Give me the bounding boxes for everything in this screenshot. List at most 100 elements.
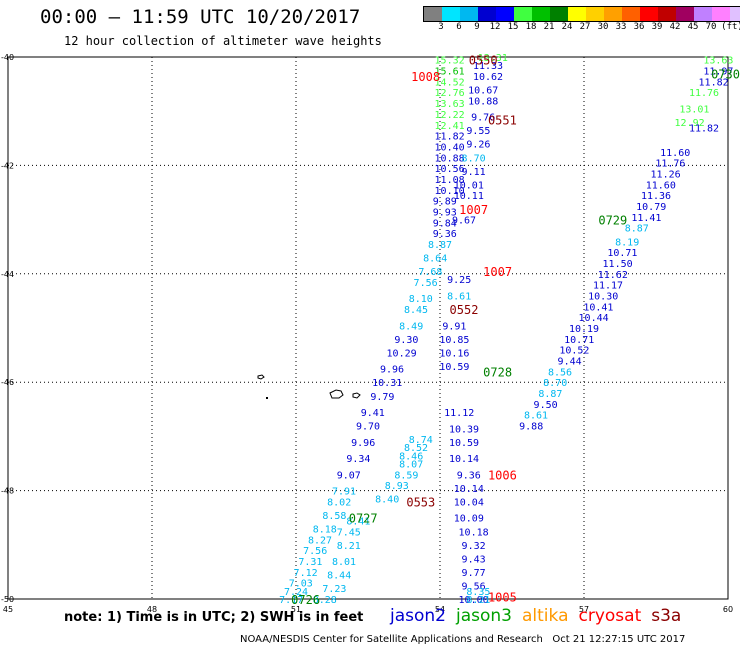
swh-label: 12.22 (435, 110, 465, 121)
axis-ticks: 45 48 51 54 57 60 -40 -42 -44 -46 -48 -50 (1, 53, 733, 614)
colorbar-swatch (712, 7, 730, 21)
swh-label: 9.26 (466, 140, 490, 151)
swh-label: 8.27 (308, 535, 332, 546)
swh-label: 10.16 (439, 348, 469, 359)
colorbar-swatch (442, 7, 460, 21)
swh-label: 8.41 (346, 516, 370, 527)
colorbar-label: 30 (597, 22, 609, 32)
swh-label: 10.59 (449, 438, 479, 449)
swh-label: 10.52 (559, 346, 589, 357)
swh-label: 8.10 (409, 294, 433, 305)
map-frame (7, 56, 729, 600)
island-crozet-east (352, 392, 361, 399)
swh-label: 9.76 (471, 113, 495, 124)
swh-label: 11.33 (473, 61, 503, 72)
lon-tick-label: 45 (3, 605, 13, 614)
swh-label: 10.40 (435, 142, 465, 153)
colorbar-swatch (622, 7, 640, 21)
swh-label: 8.46 (399, 451, 423, 462)
colorbar-swatch (568, 7, 586, 21)
lat-tick-label: -44 (1, 270, 14, 279)
swh-label: 10.18 (459, 527, 489, 538)
swh-label: 9.77 (462, 568, 486, 579)
swh-label: 9.70 (356, 422, 380, 433)
swh-label: 10.79 (636, 202, 666, 213)
swh-label: 8.52 (404, 443, 428, 454)
pass-id-label: 0730 (711, 67, 740, 81)
island-dot (266, 397, 268, 399)
swh-label: 14.52 (435, 77, 465, 88)
swh-label: 11.62 (598, 270, 628, 281)
swh-label: 9.89 (433, 197, 457, 208)
swh-label: 11.60 (646, 180, 676, 191)
colorbar-swatch (550, 7, 568, 21)
pass-labels: 0550 1008 0551 1007 1007 0552 0728 1006 0553 0727… (291, 54, 740, 607)
swh-label: 10.88 (435, 153, 465, 164)
colorbar-label: 39 (651, 22, 663, 32)
colorbar-label: (ft) (721, 22, 740, 32)
colorbar-label: 27 (579, 22, 591, 32)
swh-label: 15.32 (435, 56, 465, 67)
swh-label: 8.45 (404, 305, 428, 316)
swh-label: 7.03 (289, 579, 313, 590)
swh-label: 10.41 (583, 302, 613, 313)
swh-label: 9.36 (457, 470, 481, 481)
colorbar-label: 6 (456, 22, 462, 32)
swh-label: 8.44 (327, 571, 351, 582)
swh-label: 9.30 (394, 335, 418, 346)
swh-label: 9.32 (462, 541, 486, 552)
swh-label: 13.31 (478, 53, 508, 64)
swh-label: 8.74 (409, 435, 433, 446)
swh-label: 9.07 (337, 470, 361, 481)
swh-label: 10.10 (435, 186, 465, 197)
pass-id-label: 0728 (483, 365, 512, 379)
swh-label: 8.21 (466, 595, 490, 606)
swh-label: 10.59 (439, 362, 469, 373)
colorbar-label: 3 (438, 22, 444, 32)
swh-label: 10.14 (454, 484, 484, 495)
swh-label: 8.59 (394, 470, 418, 481)
swh-label: 10.31 (372, 378, 402, 389)
swh-label: 7.45 (337, 527, 361, 538)
island-outlines (257, 374, 361, 399)
pass-id-label: 1008 (411, 70, 440, 84)
colorbar-swatch (640, 7, 658, 21)
swh-label: 10.09 (454, 514, 484, 525)
swh-label: 11.82 (689, 123, 719, 134)
lat-tick-label: -40 (1, 53, 14, 62)
lon-tick-label: 48 (147, 605, 157, 614)
swh-labels: 15.3215.6114.5212.7613.6312.2212.4111.82… (279, 53, 733, 606)
swh-label: 8.87 (428, 240, 452, 251)
lon-tick-label: 51 (291, 605, 301, 614)
colorbar-swatch (478, 7, 496, 21)
swh-label: 10.62 (473, 72, 503, 83)
swh-label: 8.18 (313, 525, 337, 536)
swh-label: 8.61 (447, 291, 471, 302)
colorbar-label: 12 (489, 22, 501, 32)
lat-tick-label: -42 (1, 161, 14, 170)
lon-tick-label: 60 (723, 605, 733, 614)
colorbar-label: 15 (507, 22, 519, 32)
swh-label: 13.63 (703, 56, 733, 67)
swh-label: 10.67 (468, 86, 498, 97)
swh-label: 8.21 (337, 541, 361, 552)
colorbar-label: 33 (615, 22, 627, 32)
swh-label: 11.26 (651, 170, 681, 181)
colorbar-label: 45 (687, 22, 699, 32)
swh-label: 11.76 (655, 159, 685, 170)
lon-tick-label: 54 (435, 605, 445, 614)
swh-label: 10.56 (435, 164, 465, 175)
pass-id-label: 0726 (291, 593, 320, 607)
swh-label: 7.56 (303, 546, 327, 557)
swh-label: 7.17 (279, 595, 303, 606)
swh-label: 9.93 (433, 207, 457, 218)
colorbar-label: 70 (705, 22, 717, 32)
swh-label: 7.68 (418, 267, 442, 278)
swh-label: 9.11 (462, 167, 486, 178)
lat-tick-label: -48 (1, 487, 14, 496)
colorbar-label: 24 (561, 22, 573, 32)
swh-label: 11.12 (444, 408, 474, 419)
swh-label: 9.36 (433, 229, 457, 240)
colorbar-swatch (676, 7, 694, 21)
swh-label: 10.00 (459, 595, 489, 606)
